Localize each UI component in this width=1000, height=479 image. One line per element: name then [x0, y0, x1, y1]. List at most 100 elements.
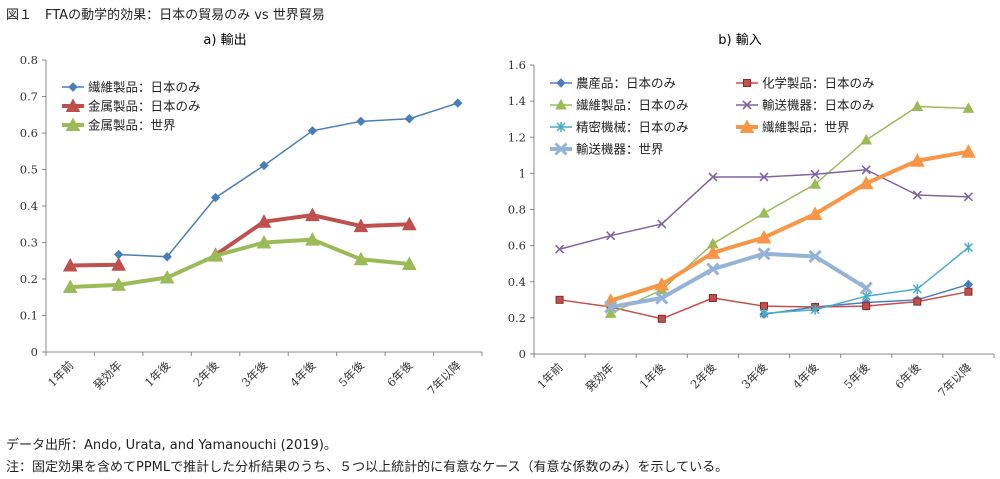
data-point: [708, 294, 717, 303]
data-point: [62, 279, 78, 294]
y-tick-label: 0: [31, 345, 38, 359]
series-line: [610, 105, 969, 315]
data-point: [807, 206, 823, 221]
legend-marker: [742, 100, 752, 110]
legend-marker: [68, 82, 78, 92]
data-point: [305, 232, 320, 246]
data-point: [604, 307, 617, 318]
legend-item: 繊維製品：日本のみ: [550, 98, 689, 113]
y-tick-label: 1: [519, 166, 526, 180]
data-point: [307, 126, 318, 136]
data-point: [861, 291, 871, 302]
chart-title: a) 輸出: [203, 33, 246, 48]
legend-item: 化学製品：日本のみ: [736, 76, 875, 91]
x-tick-label: 5年後: [841, 360, 873, 392]
data-point: [913, 297, 922, 306]
legend-marker: [743, 79, 751, 87]
data-point: [909, 153, 925, 167]
legend-marker: [65, 98, 81, 112]
data-point: [210, 192, 221, 203]
x-tick-label: 4年後: [790, 360, 822, 392]
y-tick-label: 1.2: [508, 130, 526, 144]
data-point: [555, 295, 564, 304]
data-point: [911, 100, 924, 112]
data-point: [706, 262, 720, 276]
chart-imports: b) 輸入 0 0.2 0.4 0.6 0.8 1 1.2 1.4 1.6 1年前 発効年 1年後 2年後…: [508, 33, 995, 400]
data-point: [655, 291, 669, 305]
chart-exports: a) 輸出 0 0.1 0.2 0.3 0.4 0.5 0.6 0.7 0.8 1年前 発効年 1年後 2…: [20, 33, 483, 398]
legend-item: 繊維製品：日本のみ: [62, 80, 201, 95]
y-tick-label: 0.2: [20, 272, 38, 286]
data-point: [705, 245, 721, 259]
x-tick-label: 発効年: [90, 358, 124, 392]
legend-item: 農産品：日本のみ: [550, 76, 676, 91]
chart-title: b) 輸入: [718, 33, 761, 48]
data-point: [859, 281, 873, 295]
legend-label: 農産品：日本のみ: [576, 76, 676, 91]
series-line: [610, 149, 969, 303]
data-point: [453, 98, 463, 108]
data-point: [810, 304, 820, 315]
x-tick-label: 1年後: [637, 360, 669, 392]
y-tick-label: 0: [519, 347, 526, 361]
data-point: [353, 218, 369, 233]
data-point: [757, 247, 771, 261]
data-point: [758, 207, 770, 218]
y-tick-label: 0.2: [508, 311, 526, 325]
data-point: [208, 248, 223, 262]
legend-label: 輸送機器：世界: [576, 142, 664, 157]
legend-item: 輸送機器：世界: [550, 142, 664, 157]
data-point: [912, 190, 922, 200]
y-tick-label: 0.3: [20, 236, 38, 250]
legend-marker: [556, 78, 566, 88]
data-point: [162, 252, 172, 262]
legend-label: 繊維製品：日本のみ: [88, 80, 201, 95]
series-line: [118, 102, 459, 258]
series-3: [62, 232, 417, 294]
series-4: [554, 165, 974, 254]
y-tick-label: 1.6: [508, 58, 526, 72]
y-tick-label: 0.8: [20, 53, 38, 67]
data-point: [961, 144, 976, 158]
legend-item: 金属製品：日本のみ: [62, 98, 201, 114]
legend-label: 金属製品：世界: [88, 118, 176, 133]
data-point: [111, 257, 127, 271]
legend-item: 金属製品：世界: [62, 117, 176, 133]
x-tick-label: 1年前: [534, 360, 565, 391]
legend-marker: [556, 122, 566, 132]
data-point: [963, 242, 973, 253]
method-note: 注：固定効果を含めてPPMLで推計した分析結果のうち、５つ以上統計的に有意なケー…: [6, 460, 729, 475]
y-tick-label: 0.7: [20, 90, 38, 104]
legend-label: 化学製品：日本のみ: [762, 76, 875, 91]
data-point: [159, 269, 175, 284]
data-point: [259, 160, 269, 171]
series-line: [610, 251, 868, 310]
y-tick-label: 0.4: [508, 275, 526, 289]
source-note: データ出所：Ando, Urata, and Yamanouchi (2019)…: [6, 438, 337, 453]
series-line: [70, 237, 410, 290]
y-tick-label: 0.8: [508, 203, 526, 217]
legend-item: 精密機械：日本のみ: [550, 120, 689, 135]
data-point: [964, 287, 973, 296]
y-tick-label: 0.5: [20, 163, 38, 177]
data-point: [401, 256, 417, 271]
legend-label: 繊維製品：世界: [762, 120, 850, 135]
series-1: [113, 98, 463, 262]
data-point: [862, 302, 871, 311]
data-point: [356, 116, 366, 127]
data-point: [256, 214, 272, 228]
series-5: [759, 242, 973, 319]
legend-marker: [555, 98, 567, 110]
data-point: [256, 234, 272, 249]
data-point: [759, 172, 769, 182]
x-tick-label: 発効年: [582, 360, 616, 394]
data-point: [305, 207, 320, 222]
x-tick-label: 4年後: [287, 358, 319, 390]
data-point: [657, 314, 666, 323]
data-point: [858, 175, 874, 190]
legend-item: 輸送機器：日本のみ: [736, 98, 875, 113]
data-point: [860, 133, 873, 145]
series-line: [70, 262, 119, 268]
